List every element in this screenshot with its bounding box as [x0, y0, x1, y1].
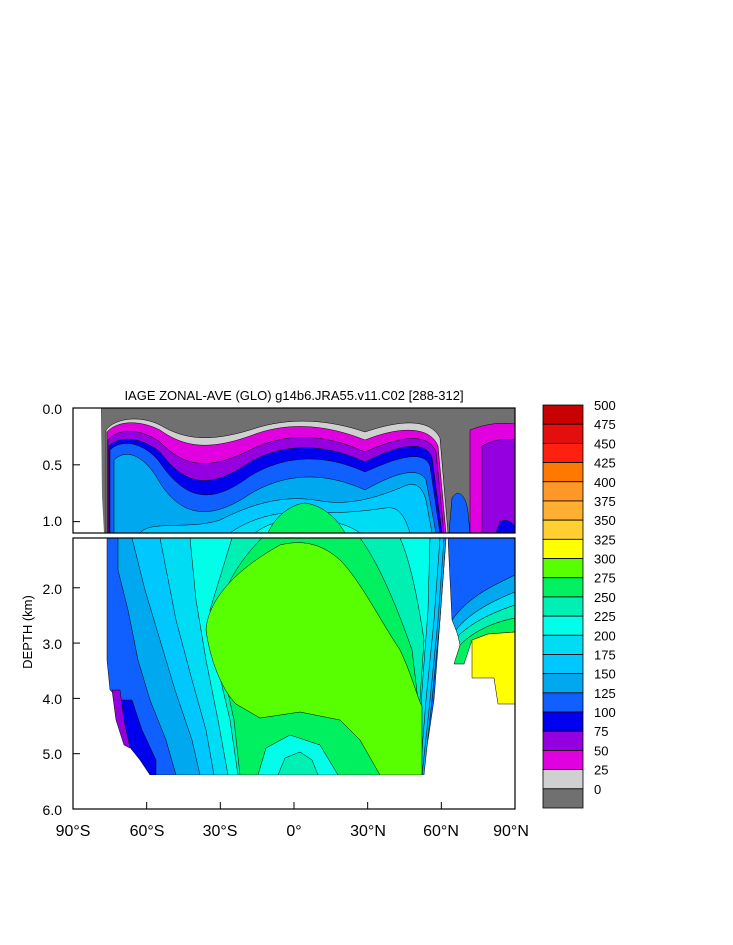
colorbar-swatch	[542, 462, 584, 483]
upper-region-275-300	[267, 502, 346, 533]
x-tick-label: 90°N	[493, 823, 529, 840]
colorbar-swatch	[542, 788, 584, 809]
lower-land-floor	[73, 775, 515, 809]
colorbar-label: 425	[594, 456, 616, 471]
chart-title: IAGE ZONAL-AVE (GLO) g14b6.JRA55.v11.C02…	[124, 388, 463, 403]
colorbar-swatch	[542, 692, 584, 713]
colorbar-label: 350	[594, 513, 616, 528]
colorbar-swatch	[542, 730, 584, 751]
upper-land-south	[73, 408, 104, 533]
y-tick-label: 6.0	[43, 802, 63, 818]
colorbar-swatch	[542, 596, 584, 617]
x-tick-label: 0°	[286, 823, 301, 840]
colorbar-label: 125	[594, 686, 616, 701]
colorbar-label: 200	[594, 628, 616, 643]
upper-panel-frame	[72, 407, 516, 534]
colorbar-label: 275	[594, 571, 616, 586]
y-tick-label: 0.5	[43, 457, 63, 473]
colorbar-label: 175	[594, 647, 616, 662]
colorbar-label: 25	[594, 763, 608, 778]
colorbar-swatch	[542, 615, 584, 636]
colorbar-label: 300	[594, 552, 616, 567]
colorbar-swatch	[542, 769, 584, 790]
lower-arctic-yellow	[471, 631, 515, 705]
colorbar-swatch	[542, 577, 584, 598]
colorbar-swatch	[542, 538, 584, 559]
colorbar-label: 250	[594, 590, 616, 605]
colorbar-swatch	[542, 500, 584, 521]
colorbar-swatch	[542, 558, 584, 579]
colorbar-swatch	[542, 481, 584, 502]
x-tick-label: 30°N	[350, 823, 386, 840]
colorbar-label: 50	[594, 743, 608, 758]
x-axis: 90°S 60°S 30°S 0° 30°N 60°N 90°N	[56, 802, 529, 840]
colorbar-label: 375	[594, 494, 616, 509]
colorbar-swatch	[542, 654, 584, 675]
y-tick-label: 3.0	[43, 636, 63, 652]
colorbar-label: 75	[594, 724, 608, 739]
colorbar-swatch	[542, 404, 584, 425]
lower-arctic-green	[453, 617, 515, 665]
x-tick-label: 30°S	[203, 823, 238, 840]
x-tick-label: 60°S	[130, 823, 165, 840]
colorbar-swatch	[542, 634, 584, 655]
y-axis-label: DEPTH (km)	[20, 595, 35, 669]
colorbar-swatch	[542, 423, 584, 444]
lower-panel	[73, 538, 515, 809]
colorbar-label: 325	[594, 532, 616, 547]
x-tick-label: 90°S	[56, 823, 91, 840]
colorbar-label: 450	[594, 436, 616, 451]
colorbar-label: 150	[594, 667, 616, 682]
colorbar-label: 0	[594, 782, 601, 797]
colorbar: 5004754504254003753503253002752502252001…	[542, 398, 616, 809]
colorbar-label: 500	[594, 398, 616, 413]
y-tick-label: 2.0	[43, 581, 63, 597]
y-tick-label: 0.0	[43, 401, 63, 417]
upper-arctic-violet	[481, 439, 515, 533]
x-tick-label: 60°N	[423, 823, 459, 840]
colorbar-swatch	[542, 442, 584, 463]
lower-region-75-100	[111, 689, 131, 749]
colorbar-swatch	[542, 519, 584, 540]
colorbar-swatch	[542, 711, 584, 732]
y-axis: 0.0 0.5 1.0 2.0 3.0 4.0 5.0 6.0 DEPTH (k…	[20, 401, 80, 818]
upper-panel	[73, 408, 515, 533]
upper-marginal-sea	[448, 493, 471, 533]
lower-region-300-325	[205, 542, 423, 776]
y-tick-label: 4.0	[43, 691, 63, 707]
colorbar-swatch	[542, 750, 584, 771]
colorbar-label: 100	[594, 705, 616, 720]
colorbar-swatch	[542, 673, 584, 694]
colorbar-label: 475	[594, 417, 616, 432]
colorbar-label: 400	[594, 475, 616, 490]
colorbar-label: 225	[594, 609, 616, 624]
y-tick-label: 1.0	[43, 513, 63, 529]
y-tick-label: 5.0	[43, 746, 63, 762]
